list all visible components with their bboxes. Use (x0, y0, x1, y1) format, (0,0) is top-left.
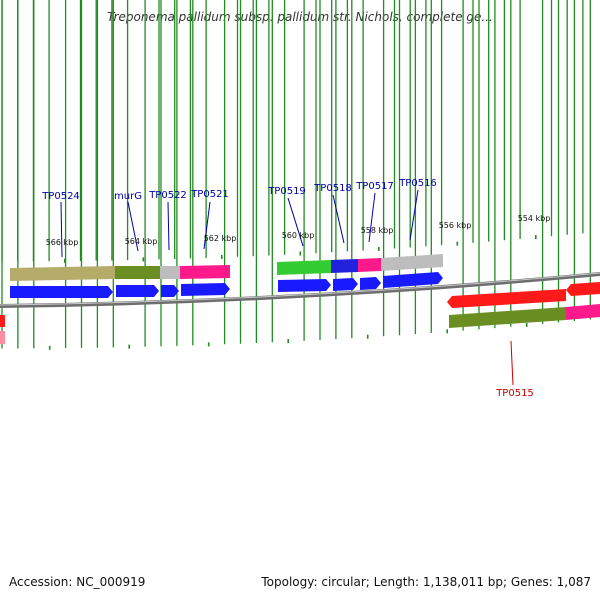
gene-arrow-tp0519[interactable] (278, 279, 331, 292)
gene-label-tp0521[interactable]: TP0521 (190, 189, 229, 200)
callout-tp0517 (368, 192, 376, 243)
kbp-label-564: 564 kbp (125, 237, 158, 246)
gene-label-tp0522[interactable]: TP0522 (148, 190, 187, 201)
callout-tp0521 (203, 201, 211, 250)
gene-label-tp0524[interactable]: TP0524 (41, 191, 80, 202)
cog-bar-right-edge[interactable] (566, 304, 600, 320)
gene-label-tp0519[interactable]: TP0519 (267, 186, 306, 197)
gene-labels: TP0524 murG TP0522 TP0521 TP0519 TP0518 … (41, 178, 534, 399)
cog-bar-tp0515[interactable] (449, 307, 566, 328)
cog-bar-tp0522[interactable] (160, 266, 180, 279)
genome-backbone-highlight (0, 272, 600, 306)
cog-bar-murg[interactable] (115, 266, 160, 279)
scale-labels: 566 kbp 564 kbp 562 kbp 560 kbp 558 kbp … (46, 214, 551, 247)
gene-arrow-tp0518[interactable] (333, 278, 358, 291)
gene-arrow-right-edge[interactable] (566, 282, 600, 296)
callout-tp0515 (510, 340, 514, 386)
callout-tp0518 (332, 194, 345, 244)
callout-tp0522 (167, 201, 170, 251)
gene-arrow-tp0517[interactable] (360, 277, 381, 290)
kbp-label-556: 556 kbp (439, 221, 472, 230)
cog-bar-tp0517[interactable] (358, 258, 381, 272)
cog-bar-tp0519[interactable] (277, 260, 331, 275)
gene-label-murg[interactable]: murG (114, 191, 142, 202)
gene-arrow-murg[interactable] (116, 285, 159, 297)
callout-tp0516 (409, 189, 419, 241)
kbp-label-560: 560 kbp (282, 231, 315, 240)
reverse-cog-bars (0, 304, 600, 344)
gene-arrow-tp0515[interactable] (447, 289, 566, 308)
callout-tp0519 (287, 197, 304, 247)
kbp-label-562: 562 kbp (204, 234, 237, 243)
gene-label-tp0515[interactable]: TP0515 (495, 388, 534, 399)
kbp-label-554: 554 kbp (518, 214, 551, 223)
cog-bar-tp0524[interactable] (10, 266, 115, 281)
cog-bar-left-edge[interactable] (0, 331, 5, 344)
forward-cog-bars (10, 254, 443, 281)
kbp-label-558: 558 kbp (361, 226, 394, 235)
gene-arrow-tp0521[interactable] (181, 283, 230, 296)
forward-gene-arrows (10, 272, 443, 298)
gene-label-tp0518[interactable]: TP0518 (313, 183, 352, 194)
gene-arrow-tp0522[interactable] (161, 285, 179, 297)
genome-backbone (0, 272, 600, 308)
map-title: Treponema pallidum subsp. pallidum str. … (107, 10, 493, 24)
gene-callouts (60, 189, 514, 386)
accession-text: Accession: NC_000919 (9, 575, 146, 589)
genome-summary-text: Topology: circular; Length: 1,138,011 bp… (261, 575, 591, 589)
callout-tp0524 (60, 201, 63, 258)
gene-label-tp0516[interactable]: TP0516 (398, 178, 437, 189)
reverse-gene-arrows (0, 282, 600, 327)
gene-label-tp0517[interactable]: TP0517 (355, 181, 394, 192)
callout-murg (127, 201, 139, 252)
tick-marks (1, 0, 591, 350)
gene-arrow-left-edge[interactable] (0, 315, 5, 327)
cog-bar-tp0521[interactable] (180, 265, 230, 279)
cog-bar-tp0516[interactable] (381, 254, 443, 271)
cog-bar-tp0518[interactable] (331, 259, 358, 273)
kbp-label-566: 566 kbp (46, 238, 79, 247)
gene-arrow-tp0516[interactable] (383, 272, 443, 288)
gene-arrow-tp0524[interactable] (10, 286, 113, 298)
